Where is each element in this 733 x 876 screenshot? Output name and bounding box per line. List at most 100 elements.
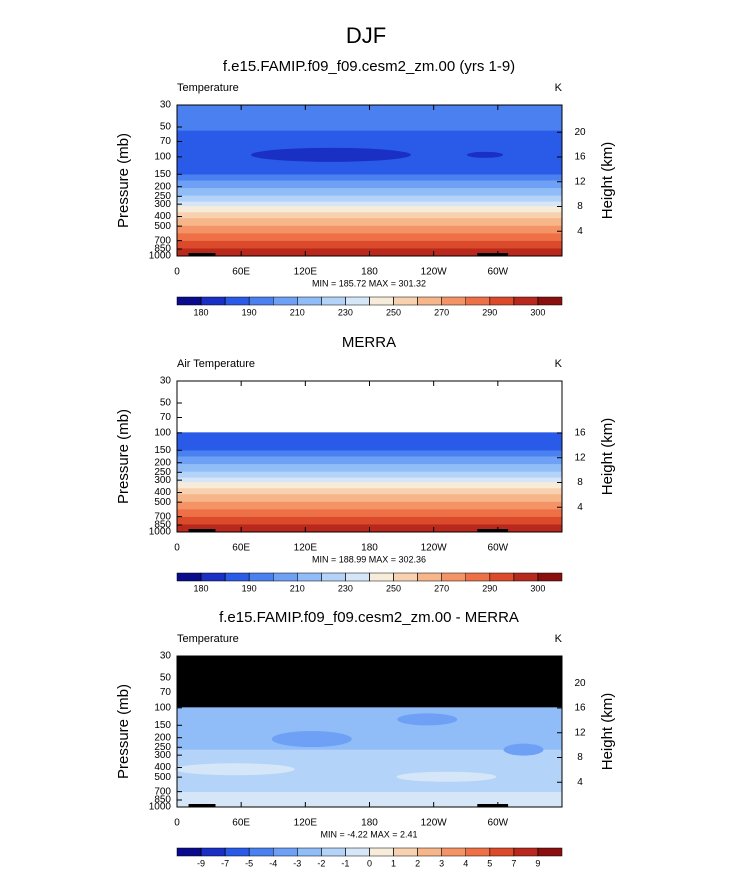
contour-fill (177, 195, 562, 203)
contour-fill (177, 456, 562, 465)
y-tick-label: 70 (160, 412, 172, 423)
contour-fill (177, 450, 562, 457)
x-tick-label: 60E (232, 818, 250, 829)
contour-fill (177, 488, 562, 495)
colorbar-box (248, 572, 274, 582)
colorbar-box (513, 572, 539, 582)
colorbar-box (465, 847, 491, 857)
colorbar-box (513, 847, 539, 857)
y-tick-label: 300 (154, 199, 171, 210)
y-tick-label: 850 (154, 520, 171, 531)
contour-fill (177, 201, 562, 207)
contour-fill (177, 791, 562, 808)
y2-tick-label: 20 (574, 127, 586, 138)
colorbar-box (393, 296, 418, 306)
colorbar-label: 300 (530, 307, 545, 317)
contour-fill (177, 225, 562, 234)
contour-fill (177, 516, 562, 525)
x-tick-label: 60E (232, 543, 250, 554)
x-tick-label: 0 (174, 818, 180, 829)
y2-tick-label: 12 (574, 452, 586, 463)
contour-fill (177, 206, 562, 213)
y-tick-label: 200 (154, 181, 171, 192)
contour-fill (174, 763, 295, 776)
y-tick-label: 400 (154, 211, 171, 222)
colorbar-box (224, 296, 250, 306)
contour-fill (271, 731, 352, 748)
left-label: Air Temperature (177, 358, 255, 370)
y2-tick-label: 4 (577, 226, 583, 237)
contour-fill (177, 509, 562, 518)
colorbar-box (321, 296, 346, 306)
colorbar-box (273, 847, 298, 857)
x-tick-label: 60W (488, 267, 509, 278)
y-tick-label: 30 (160, 376, 172, 387)
colorbar-label: 210 (290, 307, 305, 317)
colorbar-label: 9 (535, 858, 540, 868)
colorbar-box (321, 847, 346, 857)
colorbar-label: 300 (530, 583, 545, 593)
colorbar-box (465, 572, 491, 582)
contour-fill (177, 180, 562, 189)
y-tick-label: 50 (160, 673, 172, 684)
colorbar-box (393, 572, 418, 582)
colorbar-label: 230 (338, 307, 353, 317)
y-tick-label: 150 (154, 169, 171, 180)
contour-fill (177, 233, 562, 242)
contour-fill (177, 501, 562, 510)
y-tick-label: 1000 (149, 527, 172, 538)
colorbar-box (176, 572, 202, 582)
colorbar-box (537, 572, 563, 582)
colorbar-box (200, 572, 226, 582)
y-tick-label: 700 (154, 511, 171, 522)
colorbar-box (465, 296, 491, 306)
colorbar-label: 270 (434, 307, 449, 317)
colorbar-label: 180 (194, 583, 209, 593)
colorbar-box (393, 847, 418, 857)
colorbar-box (200, 296, 226, 306)
y2-tick-label: 12 (574, 176, 586, 187)
y2-tick-label: 4 (577, 777, 583, 788)
terrain (188, 804, 216, 807)
y-tick-label: 70 (160, 687, 172, 698)
contour-fill (177, 707, 562, 751)
x-tick-label: 120W (421, 543, 448, 554)
y-tick-label: 400 (154, 487, 171, 498)
colorbar-box (248, 847, 274, 857)
y-axis-label: Pressure (mb) (115, 684, 132, 779)
panel-title: f.e15.FAMIP.f09_f09.cesm2_zm.00 - MERRA (219, 609, 519, 626)
y-tick-label: 70 (160, 136, 172, 147)
panel-title: MERRA (342, 334, 396, 351)
y-tick-label: 1000 (149, 251, 172, 262)
x-tick-label: 180 (361, 543, 378, 554)
colorbar-box (417, 296, 442, 306)
x-tick-label: 0 (174, 267, 180, 278)
colorbar-box (441, 572, 466, 582)
contour-fill (177, 471, 562, 479)
colorbar-box (417, 847, 442, 857)
stats-label: MIN = -4.22 MAX = 2.41 (320, 829, 417, 839)
colorbar-label: -7 (221, 858, 229, 868)
colorbar-box (224, 847, 250, 857)
y2-tick-label: 16 (574, 152, 586, 163)
contour-fill (397, 713, 458, 726)
y-tick-label: 30 (160, 100, 172, 111)
x-tick-label: 60W (488, 818, 509, 829)
contour-fill (177, 464, 562, 473)
colorbar-box (441, 296, 466, 306)
y-tick-label: 100 (154, 702, 171, 713)
x-tick-label: 60E (232, 267, 250, 278)
colorbar-label: -5 (245, 858, 253, 868)
x-tick-label: 120E (294, 818, 318, 829)
figure-title: DJF (346, 23, 386, 48)
y2-tick-label: 8 (577, 477, 583, 488)
y-tick-label: 100 (154, 151, 171, 162)
colorbar-box (537, 847, 563, 857)
colorbar-label: 270 (434, 583, 449, 593)
contour-fill (177, 174, 562, 181)
colorbar-box (200, 847, 226, 857)
y2-axis-label: Height (km) (599, 142, 616, 220)
y-tick-label: 250 (154, 742, 171, 753)
y-tick-label: 500 (154, 497, 171, 508)
